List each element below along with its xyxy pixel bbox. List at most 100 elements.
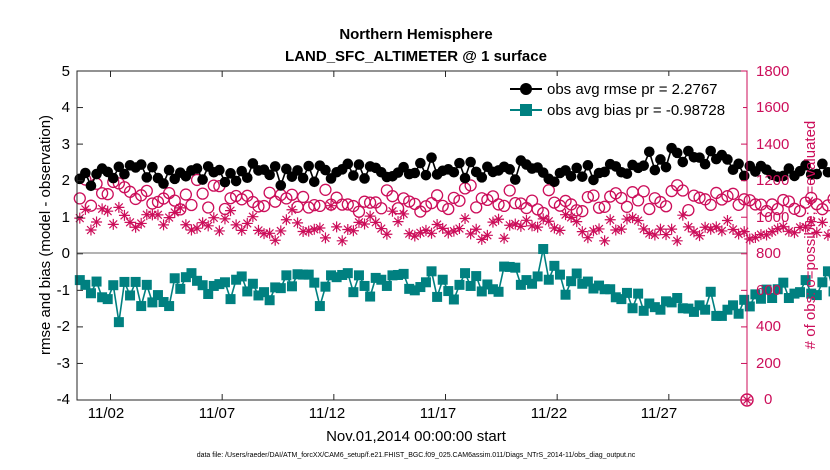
evaluated-obs-point [403,228,415,240]
bias-point [130,276,141,287]
evaluated-obs-point [442,227,454,239]
bias-point [594,280,605,291]
possible-obs-point [95,187,109,200]
bias-point [733,308,744,319]
evaluated-obs-point [292,217,304,229]
evaluated-obs-point [643,227,655,239]
possible-obs-point [168,194,181,207]
bias-point [482,279,493,290]
evaluated-obs-point [465,228,477,240]
bias-point [91,276,102,287]
evaluated-obs-point [761,229,773,241]
possible-obs-point [73,192,86,205]
possible-obs-point [749,198,762,211]
evaluated-obs-point [336,235,348,247]
bias-point [527,278,538,289]
bias-point [633,288,644,299]
bias-point [499,261,510,272]
evaluated-obs-point [342,223,354,235]
possible-obs-point [598,200,611,213]
bias-point [800,275,811,286]
bias-point [795,287,806,298]
evaluated-obs-point [331,221,343,233]
evaluated-obs-point [738,226,750,238]
rmse-point [197,174,208,185]
rmse-point [655,154,666,165]
evaluated-obs-point [308,223,320,235]
rmse-point [85,180,97,192]
rmse-point [817,158,828,170]
bias-point [560,289,571,300]
evaluated-obs-point [744,233,756,245]
chart-subtitle: LAND_SFC_ALTIMETER @ 1 surface [285,48,547,65]
evaluated-obs-point [699,221,711,233]
bias-point [242,286,253,297]
bias-point [683,303,694,314]
evaluated-obs-point [202,220,214,232]
bias-point [521,275,532,286]
possible-obs-point [470,201,483,214]
possible-obs-point [777,193,790,207]
x-tick-label: 11/22 [531,405,567,422]
bias-point [644,298,655,309]
rmse-point [565,170,577,182]
bias-point [152,290,163,301]
right-axis-ticks: 0 200 400 600 800 1000 1200 1400 1600 18… [756,63,789,408]
rmse-point [275,180,287,191]
right-tick-label: 800 [756,245,781,262]
evaluated-obs-point [286,204,298,216]
evaluated-obs-point [426,227,438,239]
rmse-point [308,176,320,188]
evaluated-obs-point [677,209,689,221]
bias-point [554,269,565,280]
bias-point [627,303,638,314]
bias-point [755,293,766,304]
series-obs-avg-rmse [74,142,830,192]
possible-obs-point [296,190,310,204]
bias-point [359,280,370,291]
bias-point [365,291,376,302]
evaluated-obs-point [504,219,516,231]
bias-point [655,304,666,315]
possible-obs-point [704,198,717,211]
evaluated-obs-point [576,226,588,238]
evaluated-obs-point [654,223,666,235]
bias-point [286,281,297,292]
evaluated-obs-point [319,232,331,244]
rmse-point [163,164,175,176]
possible-obs-point [509,196,522,210]
evaluated-obs-point [158,219,170,231]
rmse-point [353,159,365,170]
bias-point [767,293,778,304]
evaluated-obs-point [146,209,158,221]
evaluated-obs-point [91,216,103,228]
bias-point [571,268,582,279]
evaluated-obs-point [694,230,706,242]
rmse-point [292,165,303,176]
bias-point [342,268,353,279]
rmse-point [225,168,236,179]
evaluated-obs-point [794,221,806,233]
rmse-point [264,169,275,181]
bias-point [125,290,136,301]
possible-obs-point [492,198,505,211]
rmse-point [621,168,633,180]
bias-point [582,276,593,287]
evaluated-obs-point [96,203,108,215]
rmse-point [448,166,460,178]
series-obs-avg-bias [74,244,830,328]
evaluated-obs-point [79,203,91,215]
evaluated-obs-point [543,215,555,227]
bias-point [515,279,526,290]
bias-point [616,294,627,305]
bias-point [772,284,783,295]
evaluated-obs-point [520,214,532,226]
right-axis-label: # of obs: o=possible; ∗=evaluated [802,121,819,350]
possible-obs-point [430,189,444,202]
rmse-point [214,164,225,176]
left-axis-label: rmse and bias (model - observation) [37,115,54,355]
evaluated-obs-point [554,224,566,236]
bias-point [789,288,800,299]
bias-point [688,306,699,317]
